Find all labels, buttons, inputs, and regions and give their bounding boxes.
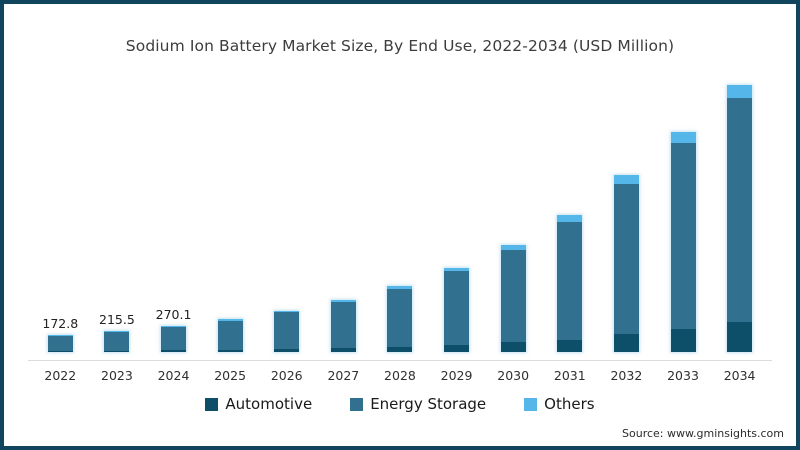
bar-segment-energy-storage-2024	[161, 327, 187, 351]
x-axis-label-2031: 2031	[553, 368, 586, 383]
legend-label-automotive: Automotive	[225, 395, 313, 413]
x-axis-line	[28, 360, 772, 361]
bar-segment-automotive-2029	[444, 345, 470, 352]
bar-segment-automotive-2022	[47, 350, 73, 352]
bar-group-2027	[315, 88, 372, 352]
stacked-bar-2033	[670, 132, 696, 352]
bar-segment-automotive-2031	[557, 339, 583, 352]
stacked-bar-2029	[444, 267, 470, 352]
x-axis-label-2029: 2029	[440, 368, 473, 383]
bar-segment-energy-storage-2034	[727, 97, 753, 323]
bar-segment-others-2034	[727, 84, 753, 98]
x-axis-label-2030: 2030	[497, 368, 530, 383]
bar-segment-others-2023	[104, 331, 130, 333]
legend-swatch-automotive-icon	[205, 397, 219, 411]
legend-label-energy-storage: Energy Storage	[370, 395, 487, 413]
bar-group-2030	[485, 88, 542, 352]
bar-segment-automotive-2034	[727, 322, 753, 352]
legend-label-others: Others	[544, 395, 595, 413]
bar-segment-others-2031	[557, 215, 583, 222]
x-axis-labels: 2022 2023 2024 2025 2026 2027 2028 2029 2030 2031…	[32, 368, 768, 383]
bar-segment-others-2025	[217, 319, 243, 321]
stacked-bar-2025	[217, 319, 243, 352]
bar-segment-energy-storage-2031	[557, 221, 583, 340]
bar-group-2029	[428, 88, 485, 352]
bar-segment-automotive-2025	[217, 349, 243, 352]
x-axis-label-2034: 2034	[723, 368, 756, 383]
x-axis-label-2022: 2022	[44, 368, 77, 383]
bar-segment-energy-storage-2033	[670, 142, 696, 329]
bar-segment-energy-storage-2032	[613, 184, 639, 335]
x-axis-label-2024: 2024	[157, 368, 190, 383]
bar-group-2028	[372, 88, 429, 352]
bar-group-2031	[541, 88, 598, 352]
bar-group-2023: 215.5	[89, 88, 146, 352]
bar-segment-automotive-2032	[613, 334, 639, 352]
stacked-bar-2034	[727, 84, 753, 352]
legend-swatch-others-icon	[524, 397, 538, 411]
stacked-bar-2032	[613, 175, 639, 352]
stacked-bar-2030	[500, 244, 526, 352]
bar-segment-automotive-2023	[104, 350, 130, 352]
bar-segment-automotive-2028	[387, 346, 413, 352]
x-axis-label-2025: 2025	[214, 368, 247, 383]
bar-segment-energy-storage-2028	[387, 288, 413, 347]
x-axis-label-2023: 2023	[101, 368, 133, 383]
stacked-bar-2023	[104, 331, 130, 352]
legend-item-others: Others	[524, 395, 595, 413]
bar-segment-energy-storage-2023	[104, 332, 130, 351]
stacked-bar-2027	[330, 299, 356, 352]
source-note: Source: www.gminsights.com	[622, 427, 784, 440]
bar-group-2026	[258, 88, 315, 352]
bar-value-label-2022: 172.8	[42, 316, 79, 332]
bar-segment-automotive-2030	[500, 341, 526, 352]
bar-value-label-2023: 215.5	[99, 312, 135, 328]
bars-row: 172.8 215.5 270.1	[32, 84, 768, 352]
bar-segment-others-2030	[500, 244, 526, 250]
bar-segment-energy-storage-2025	[217, 320, 243, 350]
stacked-bar-2028	[387, 285, 413, 352]
stacked-bar-2026	[274, 310, 300, 352]
bar-segment-automotive-2033	[670, 328, 696, 352]
x-axis-label-2028: 2028	[384, 368, 416, 383]
bar-group-2034	[711, 84, 768, 352]
x-axis-label-2032: 2032	[610, 368, 643, 383]
bar-segment-others-2032	[613, 175, 639, 185]
bar-group-2024: 270.1	[145, 88, 202, 352]
bar-segment-energy-storage-2026	[274, 312, 300, 349]
bar-segment-automotive-2026	[274, 348, 300, 352]
legend-swatch-energy-storage-icon	[350, 397, 364, 411]
bar-group-2032	[598, 88, 655, 352]
bar-segment-automotive-2024	[161, 350, 187, 352]
bar-segment-others-2026	[274, 310, 300, 313]
legend-item-energy-storage: Energy Storage	[350, 395, 486, 413]
bar-segment-others-2028	[387, 285, 413, 289]
bar-segment-automotive-2027	[330, 347, 356, 352]
legend-item-automotive: Automotive	[205, 395, 312, 413]
bar-segment-energy-storage-2030	[500, 249, 526, 342]
chart-title: Sodium Ion Battery Market Size, By End U…	[125, 37, 675, 55]
bar-segment-others-2022	[47, 335, 73, 337]
bar-segment-others-2024	[161, 326, 187, 328]
bar-segment-others-2027	[330, 299, 356, 303]
bar-group-2033	[655, 88, 712, 352]
stacked-bar-2022	[47, 335, 73, 352]
bar-segment-others-2033	[670, 132, 696, 143]
x-axis-label-2026: 2026	[270, 368, 303, 383]
bar-group-2022: 172.8	[32, 88, 89, 352]
bar-value-label-2024: 270.1	[155, 307, 192, 323]
bar-segment-others-2029	[444, 267, 470, 272]
x-axis-label-2033: 2033	[667, 368, 699, 383]
bar-group-2025	[202, 88, 259, 352]
bar-segment-energy-storage-2027	[330, 302, 356, 348]
bar-segment-energy-storage-2022	[47, 336, 73, 351]
stacked-bar-2031	[557, 215, 583, 352]
x-axis-label-2027: 2027	[327, 368, 360, 383]
stacked-bar-2024	[161, 326, 187, 352]
bar-segment-energy-storage-2029	[444, 271, 470, 346]
legend: Automotive Energy Storage Others	[4, 395, 796, 413]
